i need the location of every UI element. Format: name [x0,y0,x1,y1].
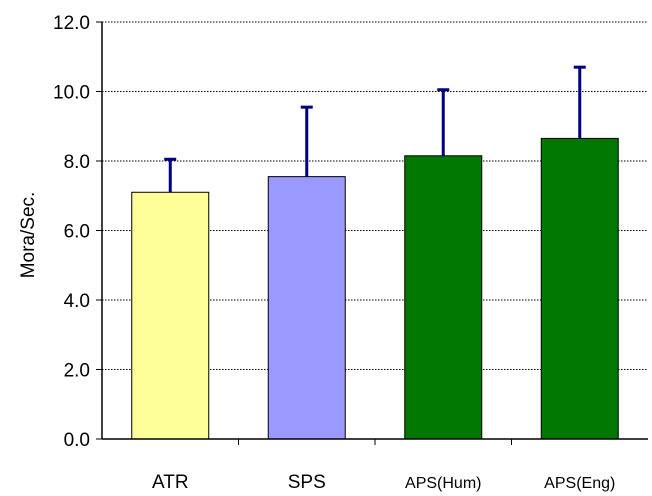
y-tick-label: 8.0 [64,152,90,173]
y-axis-title: Mora/Sec. [18,192,39,279]
x-category-label: SPS [288,472,326,493]
bar [540,137,619,440]
y-tick-label: 4.0 [64,291,90,312]
labels: 0.0 2.0 4.0 6.0 8.0 10.0 12.0 ATR SPS APS(Hum) APS… [53,13,615,493]
bar [404,155,483,440]
bar [267,176,346,440]
y-tick-label: 0.0 [64,430,90,451]
bars [131,137,619,440]
axes [96,21,648,445]
x-category-label: APS(Hum) [405,475,481,492]
y-tick-label: 2.0 [64,361,90,382]
bar [131,191,210,440]
x-category-label: ATR [152,472,189,493]
y-tick-label: 12.0 [53,13,90,34]
y-tick-label: 10.0 [53,83,90,104]
x-category-label: APS(Eng) [544,475,615,492]
error-bars [164,65,586,193]
y-tick-label: 6.0 [64,222,90,243]
